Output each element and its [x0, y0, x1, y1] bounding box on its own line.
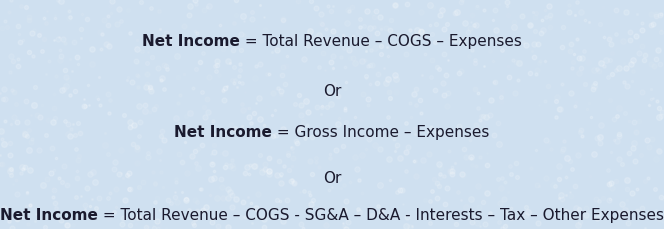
Text: = Total Revenue – COGS - SG&A – D&A - Interests – Tax – Other Expenses: = Total Revenue – COGS - SG&A – D&A - In…	[98, 208, 664, 223]
Text: = Gross Income – Expenses: = Gross Income – Expenses	[272, 125, 489, 140]
Text: Or: Or	[323, 171, 341, 186]
Text: Net Income: Net Income	[0, 208, 98, 223]
Text: Net Income: Net Income	[175, 125, 272, 140]
Text: Or: Or	[323, 84, 341, 99]
Text: = Total Revenue – COGS – Expenses: = Total Revenue – COGS – Expenses	[240, 34, 522, 49]
Text: Net Income: Net Income	[142, 34, 240, 49]
